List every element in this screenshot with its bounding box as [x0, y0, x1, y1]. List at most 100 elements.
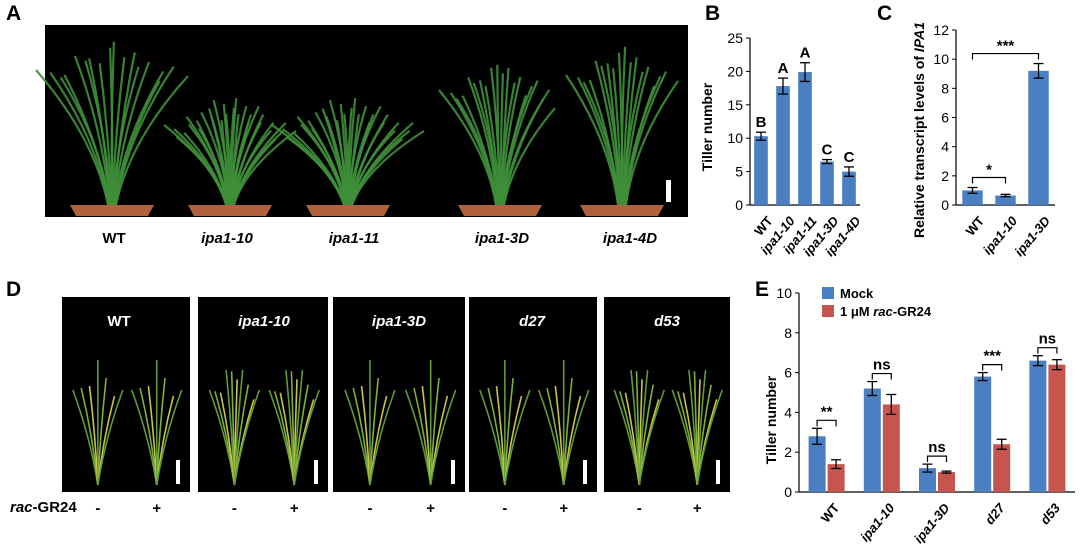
panel-b-y-tick-label: 15 — [727, 97, 743, 113]
seedling-leaf — [696, 389, 723, 486]
panel-c-y-tick-label: 0 — [941, 197, 949, 213]
panel-d-label-d53: d53 — [654, 313, 681, 330]
legend-label-gr24-prefix: 1 μM — [840, 304, 873, 319]
panel-e-y-tick-label: 10 — [776, 285, 792, 301]
panel-c-chart: C Relative transcript levels of IPA1 0 2 4… — [877, 2, 1055, 259]
panel-b-group-letter-ipa1-3d: C — [822, 142, 833, 159]
panel-d-treatment-label: rac-GR24 — [10, 499, 77, 516]
panel-b-bar-ipa1-4d — [842, 171, 856, 205]
panel-e-y-axis-label: Tiller number — [763, 375, 779, 464]
plant-pot — [188, 205, 272, 216]
treatment-sign: + — [290, 500, 299, 517]
panel-e-x-tick-label-ipa1-3d: ipa1-3D — [911, 500, 953, 546]
panel-e-bar-ipa1-10-gr24 — [882, 404, 900, 492]
panel-e-x-tick-label-d53: d53 — [1037, 500, 1063, 527]
panel-c-y-tick-label: 10 — [933, 51, 949, 67]
plant-pot — [70, 205, 154, 216]
panel-c-y-tick-label: 2 — [941, 168, 949, 184]
seedling-leaf — [504, 377, 514, 486]
panel-d-scale-bar — [451, 460, 455, 484]
panel-b-y-tick-label: 25 — [727, 30, 743, 46]
panel-d-scale-bar — [716, 460, 720, 484]
legend-label-gr24-italic: rac — [873, 304, 893, 319]
panel-c-significance-bracket — [971, 176, 1007, 184]
panel-e-bar-d53-gr24 — [1048, 364, 1066, 492]
panel-a-label-ipa1-11: ipa1-11 — [329, 230, 380, 247]
panel-b-group-letter-ipa1-10: A — [778, 60, 789, 77]
panel-b-group-letter-wt: B — [756, 114, 767, 131]
plant-leaf — [114, 65, 175, 206]
panel-b-y-tick-label: 5 — [735, 164, 743, 180]
panel-e-significance-bracket-ipa1-10 — [871, 372, 892, 380]
panel-d-scale-bar — [176, 460, 180, 484]
panel-e-significance-label-d27: *** — [983, 348, 1001, 365]
treatment-sign: - — [502, 500, 507, 517]
panel-e-bar-ipa1-3d-gr24 — [938, 472, 955, 492]
panel-d-label-ipa1-10: ipa1-10 — [238, 313, 290, 330]
seedling-leaf — [638, 389, 666, 486]
treatment-sign: + — [152, 500, 161, 517]
panel-d-label-wt: WT — [107, 313, 130, 330]
panel-e-bar-ipa1-3d-mock — [919, 468, 936, 492]
seedling-leaf — [369, 377, 380, 486]
seedling-leaf — [155, 377, 166, 486]
panel-e-bar-wt-mock — [808, 436, 826, 492]
panel-b-group-letter-ipa1-4d: C — [844, 149, 855, 166]
treatment-sign: + — [693, 500, 702, 517]
treatment-sign: - — [95, 500, 100, 517]
panel-letter-e: E — [755, 278, 769, 301]
panel-e-y-tick-label: 0 — [784, 484, 792, 500]
panel-c-y-axis-label-gene: IPA1 — [911, 22, 927, 52]
panel-b-y-tick-label: 20 — [727, 63, 743, 79]
panel-d-treatment-label-italic: rac — [10, 499, 33, 516]
panel-e-significance-bracket-d27 — [982, 364, 1003, 371]
panel-e-y-tick-label: 2 — [784, 444, 792, 460]
seedling-leaf — [429, 389, 457, 486]
panel-b-group-letter-ipa1-11: A — [800, 45, 811, 62]
panel-b-y-tick-label: 0 — [735, 197, 743, 213]
panel-e-bar-d27-gr24 — [993, 444, 1011, 492]
panel-d-treatment-label-rest: -GR24 — [33, 499, 78, 516]
legend-label-gr24: 1 μM rac-GR24 — [840, 304, 932, 319]
seedling-leaf — [369, 389, 396, 486]
plant-pot — [580, 205, 664, 216]
panel-d-label-d27: d27 — [519, 313, 546, 330]
panel-c-bar-ipa1-3d — [1028, 70, 1049, 205]
plant-leaf — [59, 76, 111, 206]
panel-c-x-tick-label-ipa1-3d: ipa1-3D — [1011, 213, 1053, 259]
plant-leaf — [502, 107, 556, 206]
seedling-leaf — [504, 389, 531, 486]
panel-c-y-axis-label: Relative transcript levels of IPA1 — [911, 22, 927, 238]
panel-e-bar-ipa1-10-mock — [863, 388, 881, 492]
seedling-leaf — [429, 377, 440, 486]
panel-letter-b: B — [705, 2, 720, 25]
panel-a-label-ipa1-10: ipa1-10 — [201, 230, 253, 247]
panel-b-bar-ipa1-10 — [776, 86, 790, 205]
panel-d-treatment-signs: - + - + - + - + - + — [95, 500, 702, 517]
seedling-leaf — [562, 389, 590, 486]
panel-e-significance-label-d53: ns — [1039, 331, 1057, 348]
treatment-sign: - — [637, 500, 642, 517]
panel-d-scale-bar — [314, 460, 318, 484]
panel-c-y-tick-label: 8 — [941, 80, 949, 96]
panel-b-chart: B Tiller number 0510152025BWTAipa1-10Aip… — [699, 2, 864, 259]
seedling-leaf — [293, 389, 320, 486]
treatment-sign: + — [426, 500, 435, 517]
panel-d: D WT ipa1-10 ipa1-3D d27 d53 rac-GR24 - +… — [6, 278, 730, 517]
panel-e-x-tick-label-wt: WT — [818, 500, 843, 525]
panel-e-y-tick-label: 4 — [784, 404, 792, 420]
panel-a-plants — [35, 41, 679, 216]
legend-swatch-mock — [822, 287, 834, 299]
plant-pot — [458, 205, 542, 216]
panel-letter-a: A — [6, 2, 21, 25]
panel-c-significance-bracket — [971, 52, 1040, 60]
treatment-sign: + — [559, 500, 568, 517]
panel-c-bar-ipa1-10 — [995, 195, 1016, 205]
seedling-leaf — [155, 389, 183, 486]
plant-leaf — [113, 61, 151, 206]
plant-leaf — [112, 52, 136, 206]
panel-letter-c: C — [877, 2, 892, 25]
treatment-sign: - — [232, 500, 237, 517]
seedling-leaf — [97, 377, 107, 486]
panel-e-bar-d27-mock — [974, 376, 992, 492]
